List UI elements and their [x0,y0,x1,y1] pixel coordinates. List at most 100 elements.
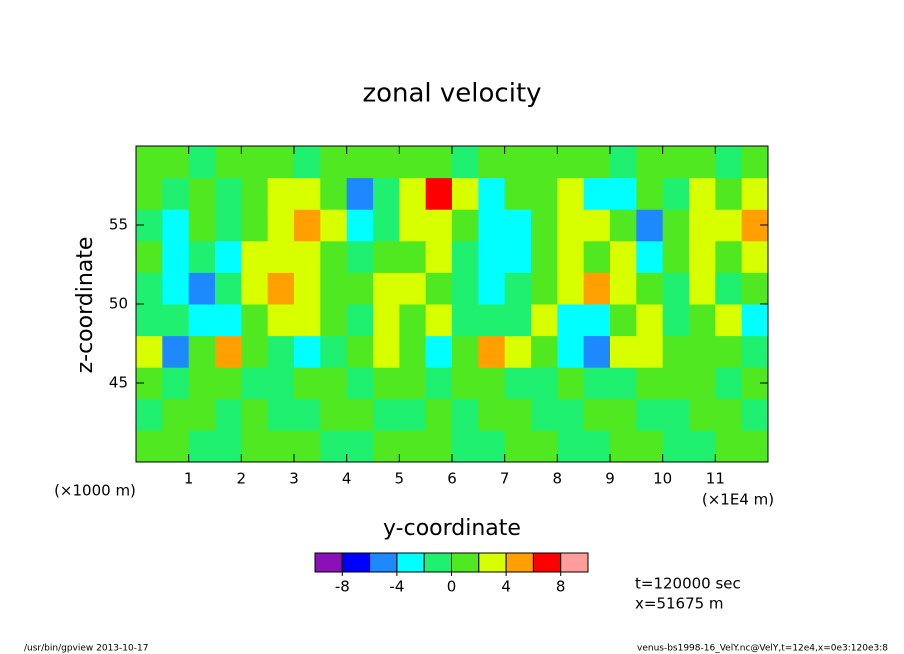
contour-cell [531,335,558,368]
contour-cell [215,398,242,431]
contour-cell [557,272,585,305]
contour-cell [241,430,269,463]
contour-cell [425,272,453,305]
contour-cell [478,177,506,210]
contour-cell [504,398,532,431]
contour-cell [662,335,690,368]
contour-cell [188,430,216,463]
contour-cell [399,209,427,242]
contour-cell [215,335,242,368]
y-unit: (×1000 m) [54,482,136,500]
contour-cell [478,398,506,431]
contour-cell [373,240,400,273]
contour-cell [399,146,427,179]
contour-cell [162,272,190,305]
y-tick-label: 55 [109,216,128,234]
contour-cell [531,209,558,242]
contour-cell [267,335,295,368]
contour-cell [583,367,611,400]
contour-cell [557,209,585,242]
contour-cell [636,430,664,463]
contour-cell [399,240,427,273]
contour-cell [583,335,611,368]
contour-cell [425,304,453,337]
x-tick-label: 10 [653,470,672,488]
colorbar-tick-label: 0 [447,578,457,596]
contour-cell [425,209,453,242]
contour-cell [136,335,163,368]
colorbar-box [396,552,425,573]
contour-cell [636,177,664,210]
contour-cell [320,209,348,242]
contour-cell [162,335,190,368]
contour-cell [320,398,348,431]
contour-cell [188,240,216,273]
contour-cell [715,177,743,210]
contour-cell [136,430,163,463]
contour-cell [373,430,400,463]
contour-cell [425,177,453,210]
contour-cell [557,304,585,337]
contour-cell [531,272,558,305]
contour-cell [741,304,769,337]
contour-cell [478,209,506,242]
contour-cell [267,367,295,400]
colorbar-box [369,552,398,573]
contour-cell [715,335,743,368]
contour-cell [346,430,374,463]
contour-cell [478,240,506,273]
contour-cell [557,398,585,431]
contour-cell [241,272,269,305]
contour-cell [241,209,269,242]
contour-cell [215,272,242,305]
contour-cell [531,367,558,400]
contour-cell [267,177,295,210]
x-tick-label: 2 [237,470,247,488]
contour-cell [267,146,295,179]
contour-cell [215,146,242,179]
contour-cell [636,367,664,400]
contour-cell [741,430,769,463]
contour-cell [504,335,532,368]
colorbar-box [423,552,453,573]
contour-cell [557,177,585,210]
contour-cell [689,146,716,179]
contour-cell [583,430,611,463]
contour-cell [531,398,558,431]
contour-cell [504,209,532,242]
contour-cell [294,240,321,273]
contour-cell [478,367,506,400]
contour-cell [294,304,321,337]
contour-cell [425,335,453,368]
contour-cell [136,272,163,305]
contour-cell [583,209,611,242]
contour-cell [346,209,374,242]
contour-cell [188,367,216,400]
contour-cell [689,304,716,337]
contour-cell [452,209,479,242]
contour-cell [583,398,611,431]
contour-cell [136,146,163,179]
contour-cell [373,367,400,400]
contour-cell [689,240,716,273]
contour-cell [241,398,269,431]
footer: venus-bs1998-16_VelY.nc@VelY,t=12e4,x=0e… [637,644,888,654]
contour-cell [215,209,242,242]
contour-cell [636,335,664,368]
contour-cell [294,430,321,463]
contour-cell [294,335,321,368]
contour-cell [715,146,743,179]
contour-cell [162,209,190,242]
x-tick-label: 3 [289,470,299,488]
contour-cell [399,272,427,305]
contour-cell [188,272,216,305]
contour-cell [662,146,690,179]
contour-cell [662,272,690,305]
colorbar-tick-label: 8 [556,578,566,596]
contour-cell [294,146,321,179]
contour-cell [741,177,769,210]
contour-cell [162,398,190,431]
contour-cell [373,304,400,337]
contour-cell [689,367,716,400]
contour-cell [162,146,190,179]
